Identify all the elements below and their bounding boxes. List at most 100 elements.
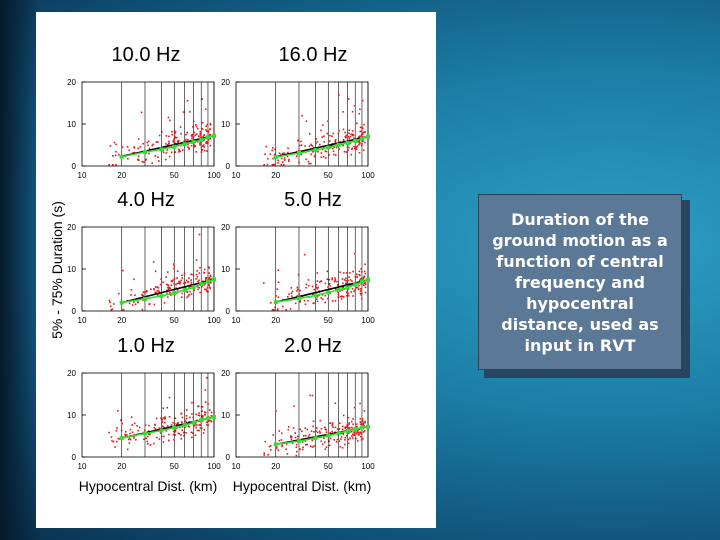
scatter-point xyxy=(298,161,300,164)
scatter-point xyxy=(358,136,360,138)
scatter-point xyxy=(165,276,167,278)
scatter-point xyxy=(342,432,345,435)
scatter-point xyxy=(350,430,353,433)
scatter-point xyxy=(147,435,149,438)
scatter-point xyxy=(356,145,359,147)
y-tick-label: 10 xyxy=(67,411,76,420)
scatter-point xyxy=(348,276,350,278)
scatter-point xyxy=(363,131,366,133)
scatter-point xyxy=(173,277,176,280)
scatter-point xyxy=(296,295,299,297)
scatter-point xyxy=(303,299,306,302)
scatter-point xyxy=(203,139,205,142)
model-point xyxy=(345,428,350,433)
y-tick-label: 20 xyxy=(67,223,76,232)
scatter-point xyxy=(208,284,210,287)
scatter-point xyxy=(301,114,303,117)
scatter-point xyxy=(350,291,352,293)
scatter-point xyxy=(320,129,322,132)
scatter-point xyxy=(166,271,169,273)
scatter-point xyxy=(112,154,114,157)
scatter-point xyxy=(164,417,166,420)
panel-title: 4.0 Hz xyxy=(117,189,175,211)
scatter-point xyxy=(271,308,274,311)
x-tick-label: 50 xyxy=(170,316,179,325)
scatter-point xyxy=(207,141,209,144)
scatter-point xyxy=(296,290,298,292)
scatter-point xyxy=(319,143,321,146)
scatter-point xyxy=(142,291,145,293)
scatter-point xyxy=(210,278,212,280)
scatter-point xyxy=(181,277,184,279)
scatter-point xyxy=(201,410,203,412)
scatter-point xyxy=(133,435,135,438)
scatter-point xyxy=(313,155,316,158)
scatter-point xyxy=(341,428,344,431)
scatter-point xyxy=(126,157,129,160)
scatter-point xyxy=(356,431,358,434)
model-point xyxy=(336,431,341,436)
scatter-point xyxy=(335,441,338,443)
scatter-point xyxy=(166,289,168,291)
scatter-point xyxy=(111,439,113,442)
scatter-point xyxy=(267,157,269,160)
model-point xyxy=(205,135,210,140)
scatter-point xyxy=(320,427,323,430)
scatter-point xyxy=(196,270,198,272)
scatter-point xyxy=(308,433,311,436)
scatter-point xyxy=(337,284,340,287)
scatter-point xyxy=(154,270,157,273)
scatter-point xyxy=(110,308,113,311)
scatter-point xyxy=(359,130,362,133)
scatter-point xyxy=(112,163,114,166)
model-point xyxy=(205,416,210,421)
scatter-point xyxy=(207,403,209,406)
scatter-point xyxy=(202,135,204,138)
scatter-point xyxy=(144,424,147,426)
scatter-point xyxy=(177,432,180,435)
scatter-point xyxy=(197,135,200,138)
plot-frame xyxy=(235,81,369,167)
scatter-point xyxy=(176,427,178,429)
scatter-point xyxy=(348,146,350,149)
scatter-point xyxy=(178,139,180,142)
scatter-point xyxy=(277,162,279,164)
x-tick-label: 10 xyxy=(78,171,87,180)
scatter-point xyxy=(361,271,363,273)
x-tick-label: 50 xyxy=(170,171,179,180)
scatter-point xyxy=(320,440,323,443)
scatter-point xyxy=(277,281,280,284)
scatter-point xyxy=(344,443,346,446)
scatter-point xyxy=(338,148,340,150)
scatter-point xyxy=(168,135,170,138)
scatter-point xyxy=(190,279,192,281)
scatter-point xyxy=(191,436,193,439)
scatter-point xyxy=(282,152,285,155)
scatter-point xyxy=(132,151,134,154)
scatter-point xyxy=(178,282,180,285)
scatter-point xyxy=(202,432,205,434)
scatter-point xyxy=(356,440,359,442)
scatter-point xyxy=(189,290,191,293)
scatter-point xyxy=(344,136,347,138)
scatter-point xyxy=(294,432,297,434)
scatter-point xyxy=(352,134,355,137)
scatter-point xyxy=(173,282,176,285)
scatter-point xyxy=(347,432,350,434)
scatter-point xyxy=(360,432,363,435)
scatter-point xyxy=(316,296,319,298)
scatter-point xyxy=(185,415,188,417)
model-point xyxy=(366,424,370,429)
scatter-point xyxy=(133,151,136,154)
y-tick-label: 20 xyxy=(221,78,230,87)
scatter-point xyxy=(341,278,344,280)
scatter-point xyxy=(166,425,169,427)
scatter-point xyxy=(287,160,290,162)
panel-title: 16.0 Hz xyxy=(279,44,348,66)
scatter-point xyxy=(161,421,164,423)
scatter-point xyxy=(351,435,353,437)
scatter-point xyxy=(340,436,343,438)
scatter-point xyxy=(342,128,345,131)
scatter-point xyxy=(339,445,342,448)
